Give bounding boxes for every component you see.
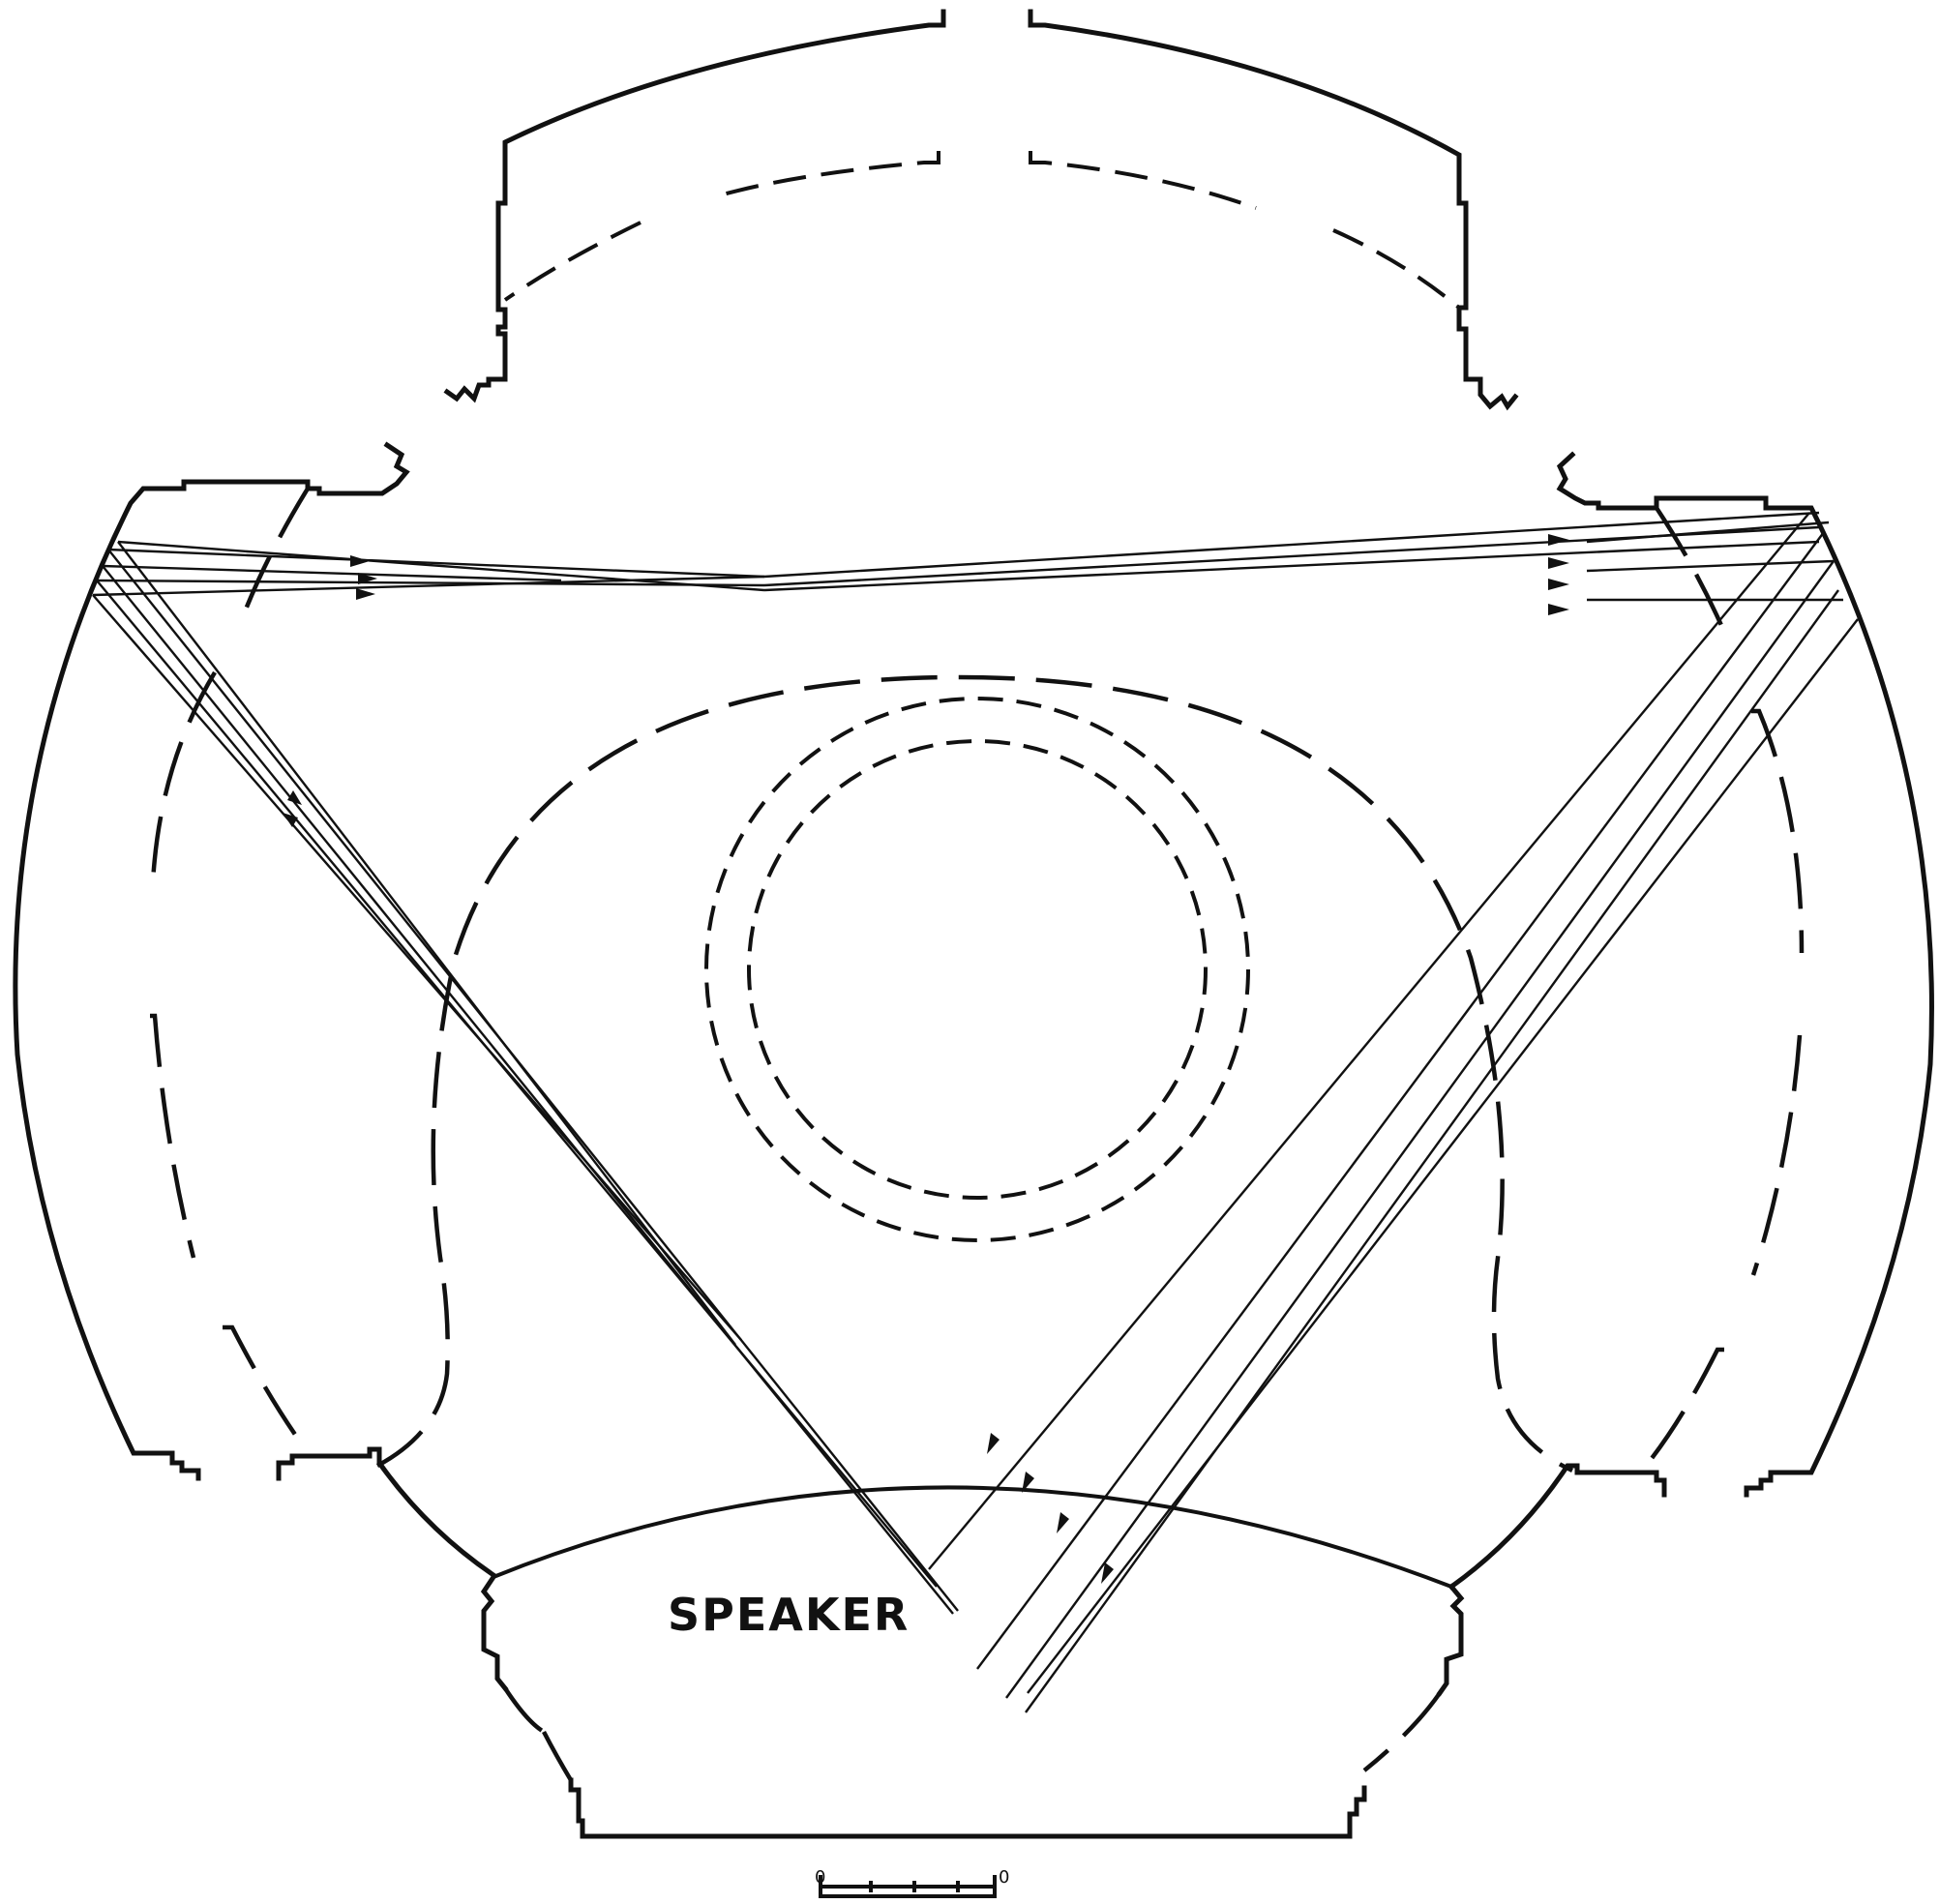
left-side-gallery (13, 441, 497, 1579)
ray-right-4 (1025, 589, 1839, 1713)
right-gallery-inner-curve (1751, 708, 1805, 954)
central-dome (375, 674, 1573, 1473)
ray-right-3 (1005, 560, 1835, 1699)
rear-gallery-outer-wall-right (1028, 9, 1519, 411)
left-gallery-inner-curve-bottom (223, 1324, 302, 1443)
ray-across-1 (107, 548, 765, 579)
platform-front-edge (492, 1485, 1452, 1589)
ray-arrow-left-4 (287, 790, 302, 805)
left-outer-wall (13, 441, 410, 1481)
ray-across-long-1 (763, 511, 1820, 579)
left-gallery-inner-curve (150, 670, 217, 883)
oculus-outer-ring (704, 697, 1250, 1242)
left-gallery-inner-curve-top (239, 487, 310, 620)
sound-rays-left-reflection (92, 511, 1820, 1615)
ray-across-5 (117, 540, 765, 592)
ray-arrow-left-2 (358, 573, 377, 584)
ray-arrow-left-5 (283, 813, 298, 827)
ray-arrow-right-1 (1548, 534, 1569, 546)
oculus-inner-ring (747, 739, 1208, 1200)
left-lower-wall (276, 1446, 497, 1579)
platform-rear-curve-right (1362, 1691, 1442, 1772)
ray-arrow-right-7 (1057, 1512, 1069, 1533)
auditorium-dome-outline (375, 674, 1573, 1473)
right-lower-wall (1448, 1463, 1667, 1591)
ray-arrow-right-3 (1548, 579, 1569, 590)
ray-arrow-right-4 (1548, 604, 1569, 615)
platform-back-wall-right (1436, 1583, 1465, 1697)
left-gallery-inner-curve-lower (150, 1013, 196, 1259)
ray-right-wall-1 (1586, 521, 1830, 544)
platform-bottom-wall (568, 1777, 1367, 1839)
right-outer-wall (1556, 451, 1934, 1498)
ray-across-2 (102, 564, 562, 582)
rear-gallery (443, 9, 1519, 411)
ray-arrow-right-8 (1101, 1562, 1114, 1584)
rear-gallery-inner-line-right (1029, 151, 1257, 210)
platform-rear-curve-left-2 (542, 1730, 573, 1782)
rear-gallery-inner-line-left (715, 151, 940, 198)
right-gallery-inner-curve-lower (1750, 1034, 1803, 1276)
ray-left-2 (102, 565, 954, 1615)
ray-arrow-right-5 (987, 1433, 1000, 1454)
platform-back-wall (480, 1573, 509, 1692)
ray-arrow-right-2 (1548, 557, 1569, 569)
ray-across-3 (96, 579, 765, 587)
ray-right-2 (976, 531, 1825, 1670)
speaker-label: SPEAKER (668, 1589, 910, 1641)
ray-across-long-3 (763, 540, 1820, 592)
ray-arrow-left-1 (350, 555, 370, 567)
speaker-platform: SPEAKER (480, 1485, 1465, 1839)
platform-rear-curve-left (503, 1686, 546, 1734)
ray-right-5 (1027, 618, 1859, 1694)
right-gallery-inner-curve-top (1655, 506, 1730, 640)
ray-arrow-left-3 (356, 588, 375, 600)
ray-arrow-right-6 (1022, 1472, 1034, 1493)
ray-right-wall-2 (1586, 559, 1835, 573)
scale-end-label: 0 (999, 1867, 1009, 1888)
ray-across-4 (92, 575, 765, 597)
scale-bar: 0 0 (815, 1867, 1009, 1898)
right-side-gallery (1448, 451, 1934, 1591)
rear-gallery-inner-line-left-2 (503, 221, 642, 302)
ray-left-5 (117, 541, 736, 1346)
rear-gallery-outer-wall-left (443, 9, 946, 403)
ray-left-4 (92, 594, 742, 1341)
sound-rays-right-reflection (928, 512, 1859, 1713)
rear-gallery-inner-line-right-2 (1332, 228, 1461, 310)
ray-right-1 (928, 512, 1810, 1570)
scale-start-label: 0 (815, 1867, 825, 1888)
right-gallery-inner-curve-bottom (1648, 1347, 1724, 1463)
